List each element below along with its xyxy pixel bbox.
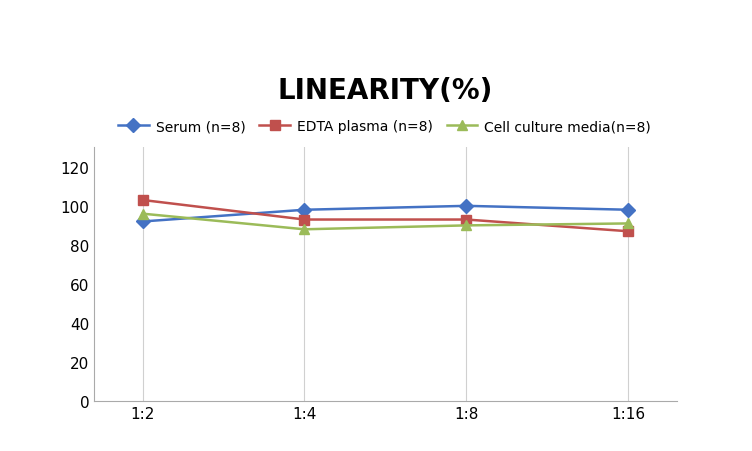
Cell culture media(n=8) [623,221,632,227]
Line: EDTA plasma (n=8): EDTA plasma (n=8) [138,196,633,237]
Serum (n=8) [138,219,147,225]
EDTA plasma (n=8) [623,229,632,235]
EDTA plasma (n=8) [138,198,147,203]
Serum (n=8) [623,207,632,213]
Serum (n=8) [462,204,471,209]
Text: LINEARITY(%): LINEARITY(%) [277,77,493,105]
Line: Cell culture media(n=8): Cell culture media(n=8) [138,209,633,235]
Cell culture media(n=8) [138,212,147,217]
Legend: Serum (n=8), EDTA plasma (n=8), Cell culture media(n=8): Serum (n=8), EDTA plasma (n=8), Cell cul… [113,115,656,139]
Cell culture media(n=8) [462,223,471,229]
Line: Serum (n=8): Serum (n=8) [138,202,633,227]
Serum (n=8) [300,207,309,213]
Cell culture media(n=8) [300,227,309,233]
EDTA plasma (n=8) [300,217,309,223]
EDTA plasma (n=8) [462,217,471,223]
